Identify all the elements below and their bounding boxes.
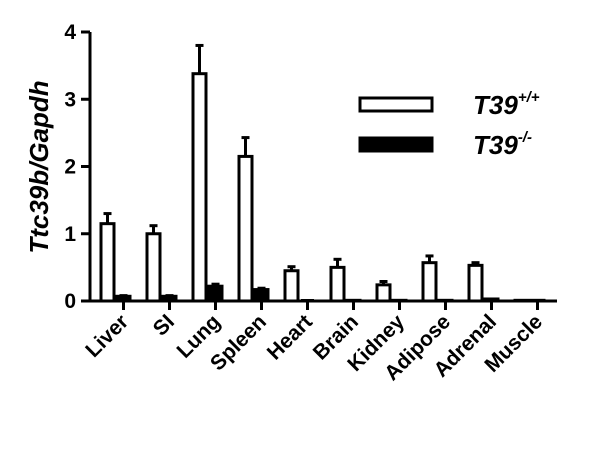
bar-wildtype-spleen: [237, 154, 254, 303]
x-labels: Liver SILungSpleenHeartBrainKidneyAdipose…: [81, 301, 547, 385]
x-tick-label-heart: Heart: [263, 310, 317, 364]
bar-knockout-lung: [207, 284, 224, 303]
legend-label-wildtype-sup: +/+: [518, 89, 540, 106]
bar-knockout-adrenal: [483, 297, 500, 303]
x-tick-label-liver: Liver: [81, 310, 133, 362]
legend: T39+/+ T39-/-: [358, 89, 540, 160]
legend-label-wildtype: T39+/+: [473, 89, 540, 120]
legend-label-knockout-base: T39: [473, 130, 518, 160]
legend-label-knockout: T39-/-: [473, 129, 532, 160]
legend-swatch-knockout: [358, 136, 434, 153]
bar-wildtype-kidney: [375, 283, 392, 303]
bar-knockout-spleen: [253, 288, 270, 303]
bars: [99, 43, 546, 303]
bar-wildtype-muscle: [513, 298, 530, 303]
bar-knockout-adipose: [437, 298, 454, 303]
y-tick-label: 3: [64, 88, 76, 111]
y-axis-title: Ttc39b/Gapdh: [24, 80, 54, 253]
bar-wildtype-lung: [191, 72, 208, 303]
y-tick-label: 4: [64, 21, 76, 44]
bar-wildtype-liver: [99, 222, 116, 303]
y-tick-label: 0: [64, 290, 76, 313]
y-ticks: 0 1 2 3 4: [64, 21, 90, 313]
bar-wildtype-brain: [329, 265, 346, 303]
bar-wildtype-adipose: [421, 261, 438, 303]
bar-knockout-kidney: [391, 298, 408, 303]
bar-wildtype-heart: [283, 269, 300, 303]
bar-wildtype-adrenal: [467, 263, 484, 303]
bar-wildtype-si: [145, 232, 162, 303]
legend-swatch-wildtype: [358, 96, 434, 113]
legend-label-knockout-sup: -/-: [518, 129, 532, 146]
y-tick-label: 2: [64, 156, 76, 179]
x-tick-label-si: SI: [149, 310, 179, 340]
bar-knockout-brain: [345, 298, 362, 303]
bar-knockout-muscle: [529, 298, 546, 303]
legend-label-wildtype-base: T39: [473, 90, 518, 120]
y-tick-label: 1: [64, 223, 76, 246]
